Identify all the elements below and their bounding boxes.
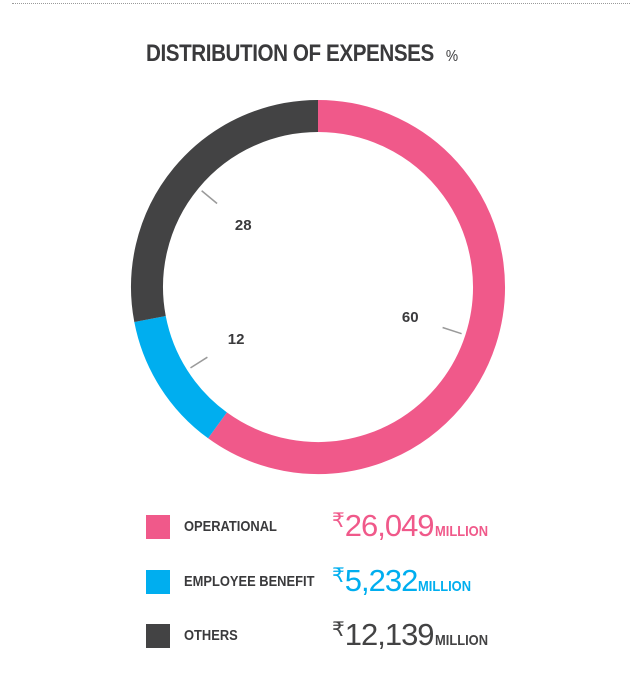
- legend-item-operational: OPERATIONAL ₹26,049MILLION: [146, 508, 626, 544]
- legend-label-employee-benefit: EMPLOYEE BENEFIT: [184, 573, 315, 590]
- donut-slice-others: [131, 100, 319, 323]
- amount-currency: ₹: [332, 565, 345, 587]
- slice-label-operational: 60: [402, 309, 419, 326]
- amount-currency: ₹: [332, 510, 345, 532]
- leader-line-employee-benefit: [190, 356, 208, 369]
- amount-suffix: MILLION: [418, 578, 472, 595]
- top-dotted-divider: [12, 3, 630, 4]
- amount-value: 5,232: [344, 563, 419, 598]
- legend-swatch-others: [146, 624, 170, 648]
- donut-slice-employee-benefit: [134, 315, 228, 439]
- legend-label-operational: OPERATIONAL: [184, 518, 277, 535]
- legend-swatch-employee-benefit: [146, 570, 170, 594]
- amount-suffix: MILLION: [434, 523, 488, 540]
- leader-line-others: [201, 190, 218, 205]
- amount-employee-benefit: ₹5,232MILLION: [332, 563, 480, 599]
- legend-swatch-operational: [146, 515, 170, 539]
- amount-value: 12,139: [344, 617, 435, 652]
- chart-unit: %: [445, 48, 458, 65]
- legend-item-others: OTHERS ₹12,139MILLION: [146, 617, 626, 653]
- amount-operational: ₹26,049MILLION: [332, 508, 496, 544]
- legend-item-employee-benefit: EMPLOYEE BENEFIT ₹5,232MILLION: [146, 563, 626, 599]
- amount-others: ₹12,139MILLION: [332, 617, 496, 653]
- donut-slice-operational: [208, 100, 505, 474]
- slice-label-others: 28: [235, 217, 252, 234]
- slice-label-employee-benefit: 12: [228, 331, 245, 348]
- amount-currency: ₹: [332, 619, 345, 641]
- amount-suffix: MILLION: [434, 632, 488, 649]
- legend-label-others: OTHERS: [184, 627, 238, 644]
- leader-line-operational: [442, 326, 462, 335]
- amount-value: 26,049: [344, 508, 435, 543]
- chart-title: DISTRIBUTION OF EXPENSES%: [146, 40, 458, 67]
